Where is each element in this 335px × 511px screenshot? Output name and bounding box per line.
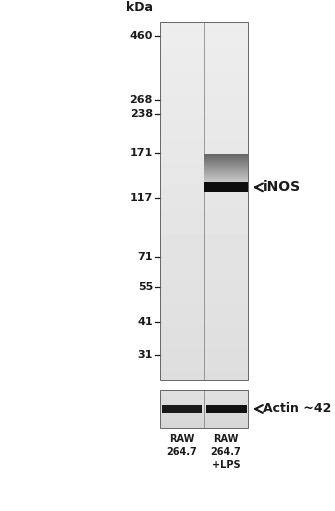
Text: iNOS: iNOS [263, 180, 301, 194]
Text: 268: 268 [130, 95, 153, 105]
Bar [206, 405, 247, 413]
Text: Actin ~42 kDa: Actin ~42 kDa [263, 403, 335, 415]
Bar [160, 390, 248, 428]
Text: 117: 117 [130, 193, 153, 203]
Text: kDa: kDa [126, 1, 153, 14]
Text: 460: 460 [130, 32, 153, 41]
Text: 171: 171 [130, 148, 153, 158]
Text: 71: 71 [137, 252, 153, 262]
Bar [160, 22, 248, 380]
Text: 238: 238 [130, 109, 153, 119]
Bar [204, 182, 248, 192]
Text: 41: 41 [137, 317, 153, 327]
Text: 55: 55 [138, 282, 153, 292]
Text: 31: 31 [138, 350, 153, 360]
Text: RAW
264.7
+LPS: RAW 264.7 +LPS [211, 434, 242, 471]
Text: RAW
264.7: RAW 264.7 [166, 434, 197, 457]
Bar [162, 405, 202, 413]
